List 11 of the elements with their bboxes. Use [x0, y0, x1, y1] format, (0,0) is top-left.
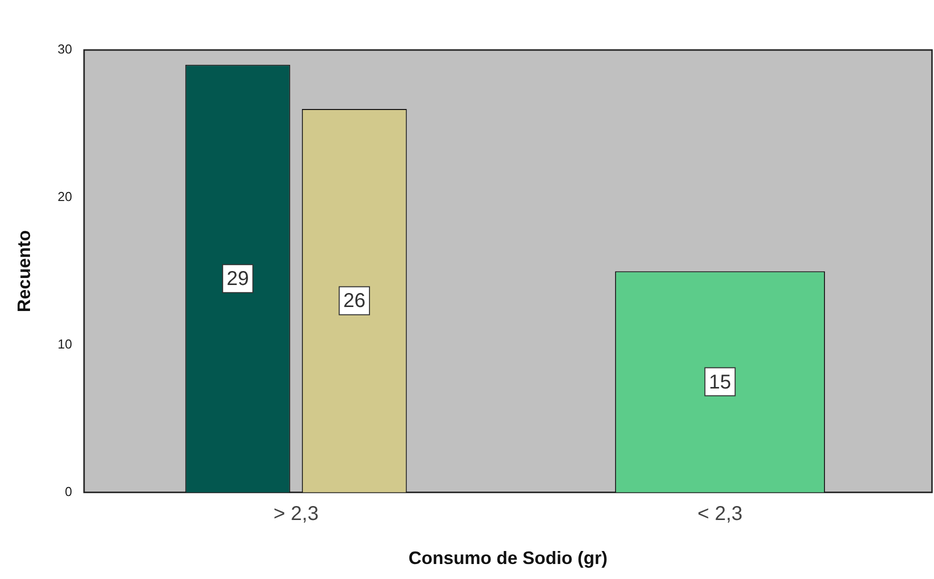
y-tick-label: 0	[64, 484, 72, 499]
x-tick-label: < 2,3	[697, 502, 743, 525]
x-tick-label: > 2,3	[274, 502, 319, 525]
y-axis-title: Recuento	[14, 230, 34, 312]
y-tick-label: 20	[58, 189, 72, 204]
data-label: 29	[226, 268, 249, 290]
y-tick-label: 10	[58, 336, 72, 352]
data-label: 15	[708, 371, 732, 394]
x-axis-title: Consumo de Sodio (gr)	[408, 548, 608, 568]
data-label: 26	[343, 290, 366, 312]
y-tick-label: 30	[58, 42, 72, 57]
